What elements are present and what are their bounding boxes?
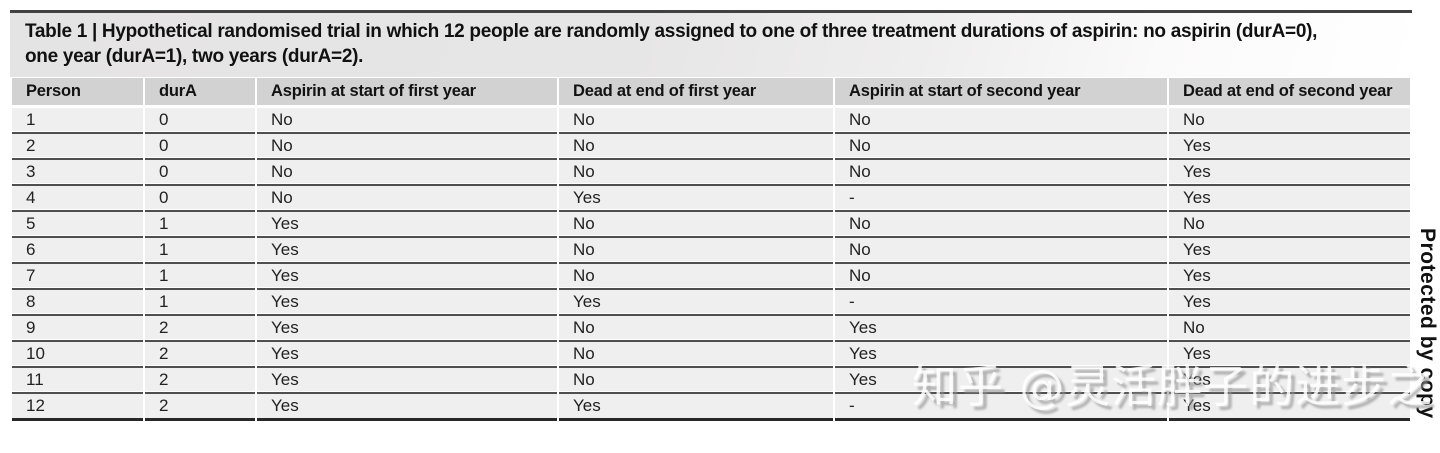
- table-caption: Table 1 | Hypothetical randomised trial …: [10, 13, 1412, 77]
- table-cell: No: [835, 212, 1167, 238]
- table-cell: Yes: [1169, 186, 1410, 212]
- table-cell: 0: [145, 186, 255, 212]
- table-cell: No: [1169, 212, 1410, 238]
- table-cell: Yes: [1169, 160, 1410, 186]
- table-cell: Yes: [257, 238, 557, 264]
- table-cell: 4: [12, 186, 143, 212]
- table-cell: Yes: [257, 290, 557, 316]
- table-row: 8 1 Yes Yes - Yes: [12, 290, 1410, 316]
- table-cell: 1: [145, 290, 255, 316]
- table-cell: -: [835, 290, 1167, 316]
- table-row: 4 0 No Yes - Yes: [12, 186, 1410, 212]
- table-cell: No: [559, 160, 833, 186]
- table-row: 11 2 Yes No Yes Yes: [12, 368, 1410, 394]
- table-cell: Yes: [559, 394, 833, 421]
- table-cell: 11: [12, 368, 143, 394]
- table-caption-line1: Table 1 | Hypothetical randomised trial …: [25, 21, 1318, 42]
- table-cell: Yes: [257, 368, 557, 394]
- table-cell: 2: [145, 342, 255, 368]
- table-cell: Yes: [1169, 368, 1410, 394]
- table-cell: No: [835, 264, 1167, 290]
- table-cell: Yes: [1169, 264, 1410, 290]
- table-cell: Yes: [257, 394, 557, 421]
- table-cell: 0: [145, 108, 255, 134]
- table-cell: Yes: [1169, 342, 1410, 368]
- column-header-person: Person: [12, 78, 143, 108]
- table-top-rule: [10, 10, 1412, 13]
- column-header-aspirin-second-year: Aspirin at start of second year: [835, 78, 1167, 108]
- table-cell: 7: [12, 264, 143, 290]
- table-cell: 1: [12, 108, 143, 134]
- table-cell: No: [559, 212, 833, 238]
- table-row: 12 2 Yes Yes - Yes: [12, 394, 1410, 421]
- column-header-dead-first-year: Dead at end of first year: [559, 78, 833, 108]
- column-header-dura: durA: [145, 78, 255, 108]
- table-cell: No: [257, 108, 557, 134]
- table-cell: 3: [12, 160, 143, 186]
- column-header-aspirin-first-year: Aspirin at start of first year: [257, 78, 557, 108]
- table-cell: 1: [145, 212, 255, 238]
- table-cell: Yes: [835, 342, 1167, 368]
- table-cell: Yes: [257, 212, 557, 238]
- table-cell: Yes: [1169, 290, 1410, 316]
- table-cell: Yes: [559, 186, 833, 212]
- table-cell: Yes: [835, 316, 1167, 342]
- table-cell: 5: [12, 212, 143, 238]
- table-cell: No: [1169, 108, 1410, 134]
- table-cell: No: [559, 316, 833, 342]
- table-row: 1 0 No No No No: [12, 108, 1410, 134]
- table-cell: 1: [145, 264, 255, 290]
- table-row: 7 1 Yes No No Yes: [12, 264, 1410, 290]
- table-cell: Yes: [257, 264, 557, 290]
- table-row: 6 1 Yes No No Yes: [12, 238, 1410, 264]
- table-cell: 2: [145, 316, 255, 342]
- table-cell: -: [835, 394, 1167, 421]
- table-cell: No: [835, 108, 1167, 134]
- table-cell: 1: [145, 238, 255, 264]
- table-header-row: Person durA Aspirin at start of first ye…: [12, 78, 1410, 108]
- table-cell: No: [1169, 316, 1410, 342]
- table-cell: No: [559, 368, 833, 394]
- table-caption-line2: one year (durA=1), two years (durA=2).: [25, 46, 364, 67]
- trial-data-table: Person durA Aspirin at start of first ye…: [10, 78, 1412, 421]
- table-row: 9 2 Yes No Yes No: [12, 316, 1410, 342]
- table-cell: No: [559, 108, 833, 134]
- table-cell: 2: [145, 394, 255, 421]
- table-cell: Yes: [559, 290, 833, 316]
- table-cell: 9: [12, 316, 143, 342]
- table-cell: No: [835, 134, 1167, 160]
- table-row: 2 0 No No No Yes: [12, 134, 1410, 160]
- table-cell: 0: [145, 160, 255, 186]
- table-cell: No: [257, 186, 557, 212]
- table-cell: 8: [12, 290, 143, 316]
- trial-table-figure: Table 1 | Hypothetical randomised trial …: [10, 10, 1412, 421]
- table-cell: 10: [12, 342, 143, 368]
- table-cell: Yes: [1169, 394, 1410, 421]
- table-cell: 2: [145, 368, 255, 394]
- table-cell: No: [257, 134, 557, 160]
- table-cell: -: [835, 186, 1167, 212]
- table-row: 5 1 Yes No No No: [12, 212, 1410, 238]
- table-cell: 6: [12, 238, 143, 264]
- column-header-dead-second-year: Dead at end of second year: [1169, 78, 1410, 108]
- table-cell: No: [835, 160, 1167, 186]
- table-cell: No: [559, 134, 833, 160]
- table-cell: No: [835, 238, 1167, 264]
- table-cell: Yes: [835, 368, 1167, 394]
- table-cell: No: [559, 238, 833, 264]
- table-cell: 0: [145, 134, 255, 160]
- table-cell: 12: [12, 394, 143, 421]
- table-cell: No: [559, 264, 833, 290]
- table-cell: Yes: [257, 316, 557, 342]
- table-row: 10 2 Yes No Yes Yes: [12, 342, 1410, 368]
- table-cell: No: [559, 342, 833, 368]
- table-cell: Yes: [1169, 238, 1410, 264]
- table-cell: Yes: [1169, 134, 1410, 160]
- table-cell: Yes: [257, 342, 557, 368]
- table-cell: 2: [12, 134, 143, 160]
- table-cell: No: [257, 160, 557, 186]
- protected-by-copy-note: Protected by copy: [1416, 228, 1439, 419]
- table-row: 3 0 No No No Yes: [12, 160, 1410, 186]
